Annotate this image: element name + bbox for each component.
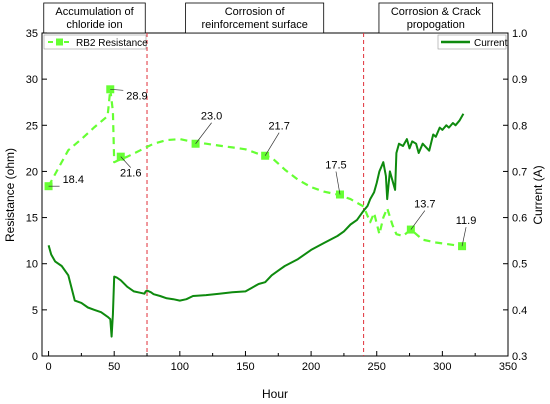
y-right-tick-label: 0.6 (512, 213, 527, 225)
y-right-tick-label: 1.0 (512, 28, 527, 40)
y-right-tick-label: 0.7 (512, 166, 527, 178)
data-label-leader (461, 227, 467, 247)
data-label-leader (410, 210, 426, 230)
legend-right-label: Current (474, 38, 508, 49)
x-tick-label: 50 (108, 361, 120, 373)
x-tick-label: 0 (46, 361, 52, 373)
data-label-leader (335, 171, 341, 195)
data-label-leader (195, 122, 212, 144)
data-label: 17.5 (325, 160, 346, 172)
phase-label: chloride ion (66, 19, 122, 31)
x-axis-title: Hour (262, 387, 288, 401)
data-label: 18.4 (63, 174, 84, 186)
y-right-tick-label: 0.8 (512, 120, 527, 132)
current-series-line (47, 113, 465, 338)
y-left-tick-label: 15 (26, 213, 38, 225)
legend-left-label: RB2 Resistance (76, 38, 148, 49)
data-label: 13.7 (414, 199, 435, 211)
phase-label: Corrosion & Crack (391, 6, 481, 18)
data-label: 21.6 (120, 168, 141, 180)
y-left-tick-label: 5 (32, 305, 38, 317)
data-label-leader (120, 156, 132, 168)
y-left-tick-label: 20 (26, 166, 38, 178)
legend-right: Current (437, 34, 508, 50)
data-label: 23.0 (201, 111, 222, 123)
y-left-tick-label: 0 (32, 351, 38, 363)
x-tick-label: 300 (433, 361, 451, 373)
y-axis-left: 0 5 10 15 20 25 30 35 (26, 28, 47, 363)
series-layer (44, 85, 467, 338)
x-axis: 0 50 100 150 200 250 300 350 (46, 351, 517, 373)
data-label-leader (110, 88, 124, 91)
phase-label: Corrosion of (225, 6, 286, 18)
x-tick-label: 150 (236, 361, 254, 373)
legend-right-box (437, 34, 507, 50)
phase-label: reinforcement surface (201, 19, 307, 31)
legend-left-box (43, 34, 147, 50)
x-tick-label: 100 (171, 361, 189, 373)
y-right-tick-label: 0.4 (512, 305, 527, 317)
resistance-series-line (47, 88, 463, 248)
data-label: 11.9 (456, 215, 477, 227)
y-axis-left-title: Resistance (ohm) (3, 148, 17, 242)
y-axis-right: 0.3 0.4 0.5 0.6 0.7 0.8 0.9 1.0 (503, 28, 527, 363)
legend-left: RB2 Resistance (43, 34, 148, 50)
x-tick-label: 200 (302, 361, 320, 373)
phase-label-box (378, 2, 494, 34)
legend-left-marker (56, 38, 63, 46)
y-right-tick-label: 0.3 (512, 351, 527, 363)
data-label-leader (264, 132, 280, 156)
y-left-tick-label: 10 (26, 259, 38, 271)
y-right-tick-label: 0.5 (512, 259, 527, 271)
y-axis-right-title: Current (A) (531, 165, 545, 224)
data-label: 28.9 (126, 90, 147, 102)
phase-label: Accumulation of (55, 6, 134, 18)
x-tick-label: 350 (499, 361, 517, 373)
phase-label-box (43, 2, 146, 34)
phase-label: propogation (407, 19, 465, 31)
x-tick-label: 250 (368, 361, 386, 373)
y-left-tick-label: 25 (26, 120, 38, 132)
y-left-tick-label: 30 (26, 74, 38, 86)
plot-frame (41, 32, 509, 357)
data-label-layer: 18.4 28.9 21.6 23.0 21.7 17.5 13.7 11.9 (48, 88, 477, 247)
y-left-tick-label: 35 (26, 28, 38, 40)
y-right-tick-label: 0.9 (512, 74, 527, 86)
phase-label-box (185, 2, 325, 34)
data-label: 21.7 (268, 121, 289, 133)
